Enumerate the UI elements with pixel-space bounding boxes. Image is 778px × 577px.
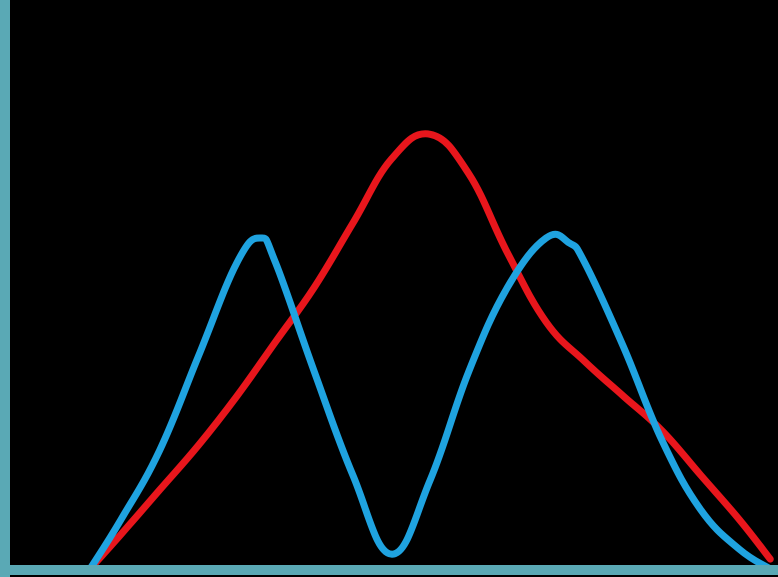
series-layer: [86, 130, 774, 573]
series-line-1: [86, 130, 774, 573]
series-line-2: [86, 230, 774, 573]
